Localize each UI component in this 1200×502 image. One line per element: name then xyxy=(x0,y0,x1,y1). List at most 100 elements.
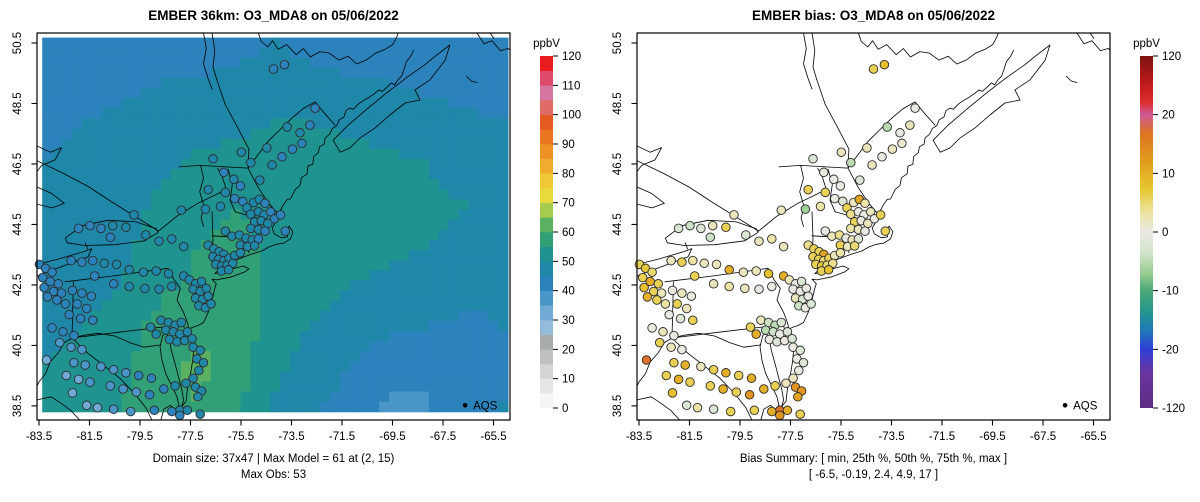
station-point xyxy=(829,174,839,185)
station-point xyxy=(759,384,769,394)
station-point xyxy=(808,154,818,164)
station-point xyxy=(151,266,161,276)
colorbar-tick-label: -20 xyxy=(1162,344,1179,356)
ottawa-river-outline xyxy=(636,160,760,232)
station-point xyxy=(658,327,668,337)
x-tick-label: -81.5 xyxy=(676,431,702,443)
station-point xyxy=(47,267,57,277)
station-point xyxy=(121,222,131,233)
colorbar-tick-label: -120 xyxy=(1162,403,1185,415)
nova-scotia-outline xyxy=(932,44,1051,153)
station-point xyxy=(680,360,690,370)
station-point xyxy=(740,283,750,294)
station-point xyxy=(72,299,82,309)
station-point xyxy=(196,276,207,287)
river-channel-w-outline xyxy=(803,32,813,90)
station-point xyxy=(108,404,119,414)
station-point xyxy=(145,322,156,332)
station-point xyxy=(656,288,667,298)
station-point xyxy=(664,309,674,320)
station-point xyxy=(170,381,180,391)
station-point xyxy=(154,236,164,246)
x-tick-label: -71.5 xyxy=(329,431,355,443)
border-45-outline xyxy=(778,164,849,169)
colorbar-tick-label: 40 xyxy=(562,286,575,298)
station-point xyxy=(280,226,291,236)
station-point xyxy=(141,230,151,240)
ottawa-river-outline xyxy=(36,160,160,232)
colorbar-tick-label: 0 xyxy=(1162,227,1168,239)
station-point xyxy=(667,388,678,398)
north-shore-outline xyxy=(257,32,399,65)
station-point xyxy=(696,223,706,234)
station-points xyxy=(634,59,920,421)
lake-huron-1-outline xyxy=(636,145,662,172)
station-point xyxy=(167,281,177,292)
station-point xyxy=(182,327,193,337)
max-obs-caption: Max Obs: 53 xyxy=(240,469,307,481)
station-point xyxy=(681,400,692,411)
station-point xyxy=(85,377,95,387)
station-point xyxy=(867,160,877,170)
station-point xyxy=(639,282,649,293)
station-point xyxy=(54,337,65,348)
aqs-legend-label: AQS xyxy=(473,400,498,412)
y-tick-label: 50.5 xyxy=(12,32,24,54)
station-point xyxy=(131,387,142,397)
station-point xyxy=(260,226,270,236)
station-point xyxy=(744,390,755,400)
station-point xyxy=(729,210,739,220)
station-point xyxy=(41,355,52,365)
y-tick-label: 48.5 xyxy=(612,92,624,114)
station-point xyxy=(138,267,149,277)
station-point xyxy=(767,281,777,292)
station-point xyxy=(895,128,905,138)
y-tick-label: 38.5 xyxy=(12,395,24,417)
panel-model-title: EMBER 36km: O3_MDA8 on 05/06/2022 xyxy=(148,8,399,23)
station-point xyxy=(666,255,676,266)
station-point xyxy=(121,368,131,378)
station-point xyxy=(880,226,891,236)
station-point xyxy=(195,345,205,356)
y-tick-label: 40.5 xyxy=(12,334,24,356)
colorbar-title: ppbV xyxy=(1133,38,1160,50)
station-point xyxy=(669,357,679,368)
nova-scotia-outline xyxy=(332,44,451,153)
topright-coast-2-outline xyxy=(489,32,495,39)
station-point xyxy=(262,143,272,153)
station-point xyxy=(73,223,84,234)
station-point xyxy=(749,405,760,416)
colorbar-tick-label: 10 xyxy=(1162,168,1175,180)
station-point xyxy=(181,378,191,388)
station-point xyxy=(208,154,218,164)
station-point xyxy=(178,241,189,252)
station-point xyxy=(721,222,731,233)
x-tick-label: -73.5 xyxy=(278,431,304,443)
station-point xyxy=(279,59,290,70)
river-channel-w-outline xyxy=(203,32,213,90)
potomac-outline xyxy=(71,332,162,348)
station-point xyxy=(56,288,67,298)
station-point xyxy=(879,59,890,70)
va-wv-border-outline xyxy=(671,337,753,421)
station-point xyxy=(235,181,246,191)
station-point xyxy=(767,234,777,244)
station-point xyxy=(725,406,736,417)
station-point xyxy=(96,223,106,234)
station-points xyxy=(34,59,320,421)
niagara-outline xyxy=(684,242,688,250)
ky-border-outline xyxy=(36,396,80,421)
va-wv-border-outline xyxy=(71,337,153,421)
station-point xyxy=(60,299,71,309)
station-point xyxy=(140,283,150,294)
panel-model-captions: Domain size: 37x47 | Max Model = 61 at (… xyxy=(37,451,510,483)
x-tick-label: -75.5 xyxy=(828,431,854,443)
station-point xyxy=(647,267,657,277)
station-point xyxy=(67,388,78,398)
colorbar-title: ppbV xyxy=(533,38,560,50)
station-point xyxy=(781,378,791,388)
station-point xyxy=(849,241,860,251)
station-point xyxy=(699,258,709,269)
station-point xyxy=(297,138,307,149)
aqs-legend-dot xyxy=(462,402,468,408)
